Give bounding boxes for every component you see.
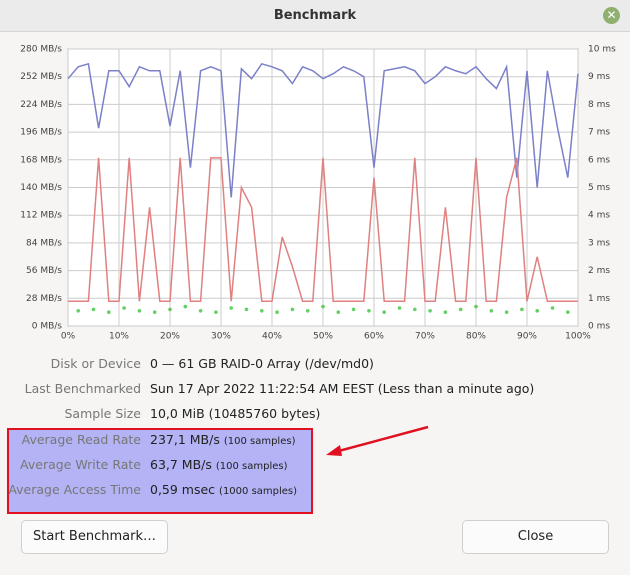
info-value: 10,0 MiB (10485760 bytes)	[150, 406, 321, 421]
y2-tick-label: 7 ms	[588, 128, 610, 138]
rate-line	[68, 157, 578, 303]
y-tick-label: 196 MB/s	[20, 128, 62, 138]
y-tick-label: 28 MB/s	[26, 294, 62, 304]
access-point	[535, 308, 539, 313]
access-point	[367, 308, 371, 313]
access-point	[428, 308, 432, 313]
info-value: 0 — 61 GB RAID-0 Array (/dev/md0)	[150, 356, 374, 371]
info-label: Sample Size	[64, 406, 141, 421]
access-point	[504, 310, 509, 314]
x-tick-label: 50%	[313, 332, 333, 342]
info-note: (1000 samples)	[219, 486, 298, 497]
info-note: (100 samples)	[215, 461, 288, 472]
start-benchmark-button[interactable]: Start Benchmark…	[21, 520, 168, 554]
info-row: Average Read Rate 237,1 MB/s (100 samples…	[0, 428, 630, 452]
info-label: Average Write Rate	[20, 457, 141, 472]
x-tick-label: 20%	[160, 332, 180, 342]
x-tick-label: 80%	[466, 332, 486, 342]
access-point	[566, 310, 570, 314]
access-point	[198, 308, 203, 313]
access-point	[122, 306, 126, 310]
rate-line	[67, 62, 579, 198]
access-point	[76, 308, 80, 313]
x-tick-label: 60%	[364, 332, 384, 342]
y-tick-label: 168 MB/s	[20, 155, 62, 165]
info-label: Average Read Rate	[21, 432, 141, 447]
access-point	[152, 310, 157, 314]
info-value: 237,1 MB/s (100 samples)	[150, 432, 296, 447]
access-point	[260, 308, 264, 313]
title-bar: Benchmark ✕	[0, 0, 630, 32]
y2-tick-label: 1 ms	[588, 294, 610, 304]
access-point	[214, 310, 218, 314]
access-point	[443, 310, 448, 314]
access-point	[275, 310, 279, 314]
info-row: Last Benchmarked Sun 17 Apr 2022 11:22:54…	[0, 377, 630, 401]
access-point	[336, 310, 341, 314]
info-label: Last Benchmarked	[24, 381, 141, 396]
arrow	[326, 425, 429, 456]
x-tick-label: 30%	[211, 332, 231, 342]
access-point	[244, 307, 249, 312]
info-row: Average Access Time 0,59 msec (1000 sampl…	[0, 478, 630, 502]
y2-tick-label: 4 ms	[588, 211, 610, 221]
access-point	[397, 306, 402, 310]
y2-tick-label: 8 ms	[588, 100, 610, 110]
y2-tick-label: 6 ms	[588, 155, 610, 165]
info-label: Average Access Time	[8, 482, 141, 497]
chart: 0 MB/s 28 MB/s 56 MB/s 84 MB/s 112 MB/s 140 M…	[20, 45, 616, 342]
access-point	[321, 304, 325, 309]
access-point	[520, 307, 524, 312]
y2-tick-label: 0 ms	[588, 322, 610, 332]
access-point	[137, 308, 142, 313]
info-row: Sample Size 10,0 MiB (10485760 bytes)	[0, 402, 630, 426]
close-icon[interactable]: ✕	[603, 7, 620, 24]
access-point	[489, 308, 494, 313]
x-tick-label: 90%	[517, 332, 537, 342]
y2-tick-label: 10 ms	[588, 45, 616, 55]
access-point	[351, 307, 356, 312]
access-point	[183, 304, 188, 309]
access-point	[550, 306, 555, 310]
y-tick-label: 280 MB/s	[20, 45, 62, 55]
close-button[interactable]: Close	[462, 520, 609, 554]
access-point	[458, 307, 463, 312]
access-point	[91, 307, 96, 312]
access-point	[413, 307, 417, 312]
y-tick-label: 252 MB/s	[20, 72, 62, 82]
y2-tick-label: 5 ms	[588, 183, 610, 193]
access-point	[290, 307, 295, 312]
y2-tick-label: 3 ms	[588, 238, 610, 248]
y-tick-label: 140 MB/s	[20, 183, 62, 193]
access-point	[474, 304, 478, 309]
y-tick-label: 112 MB/s	[20, 211, 62, 221]
access-point	[168, 307, 172, 312]
y2-tick-label: 2 ms	[588, 266, 610, 276]
info-value: Sun 17 Apr 2022 11:22:54 AM EEST (Less t…	[150, 381, 535, 396]
y-tick-label: 224 MB/s	[20, 100, 62, 110]
x-tick-label: 70%	[415, 332, 435, 342]
x-tick-label: 40%	[262, 332, 282, 342]
y-tick-label: 84 MB/s	[26, 238, 62, 248]
y-tick-label: 0 MB/s	[32, 322, 63, 332]
highlight-box	[7, 428, 313, 514]
access-point	[107, 310, 111, 314]
info-value: 63,7 MB/s (100 samples)	[150, 457, 288, 472]
x-tick-label: 100%	[565, 332, 591, 342]
info-row: Average Write Rate 63,7 MB/s (100 samples…	[0, 453, 630, 477]
x-tick-label: 10%	[109, 332, 129, 342]
y-tick-label: 56 MB/s	[26, 266, 62, 276]
info-row: Disk or Device 0 — 61 GB RAID-0 Array (/d…	[0, 352, 630, 376]
y2-tick-label: 9 ms	[588, 72, 610, 82]
window-title: Benchmark	[273, 8, 357, 23]
x-tick-label: 0%	[61, 332, 76, 342]
access-point	[229, 306, 233, 310]
info-value: 0,59 msec (1000 samples)	[150, 482, 298, 497]
access-point	[382, 310, 387, 314]
info-note: (100 samples)	[223, 436, 296, 447]
info-label: Disk or Device	[50, 356, 141, 371]
access-point	[305, 308, 310, 313]
